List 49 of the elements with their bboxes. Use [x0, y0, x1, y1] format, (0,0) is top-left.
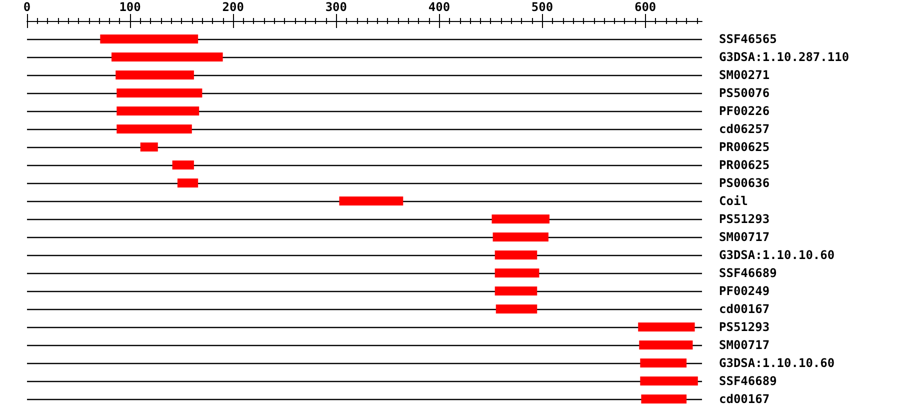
y-tick-label: PS51293	[719, 320, 770, 334]
y-tick-label: cd00167	[719, 392, 770, 406]
y-tick-label: SM00717	[719, 338, 770, 352]
bar	[116, 106, 200, 116]
bar	[494, 286, 538, 296]
x-tick-label: 500	[531, 0, 554, 14]
bar	[116, 70, 194, 80]
y-tick-label: cd06257	[719, 122, 770, 136]
y-tick-label: SM00717	[719, 230, 770, 244]
y-tick-label: G3DSA:1.10.287.110	[719, 50, 850, 64]
bar	[494, 268, 540, 278]
bar	[640, 376, 698, 386]
y-tick-label: cd00167	[719, 302, 770, 316]
y-tick-label: PS00636	[719, 176, 770, 190]
bar	[494, 250, 538, 260]
y-tick-label: PS51293	[719, 212, 770, 226]
y-tick-label: PF00249	[719, 284, 770, 298]
bar	[116, 88, 202, 98]
bar	[496, 304, 538, 314]
bar	[112, 52, 223, 62]
y-tick-label: SM00271	[719, 68, 770, 82]
x-tick-label: 100	[119, 0, 141, 14]
bar	[339, 196, 404, 206]
bar	[492, 214, 550, 224]
bar	[172, 160, 194, 170]
y-tick-label: SSF46689	[719, 266, 777, 280]
bar	[140, 142, 158, 152]
bar	[639, 340, 693, 350]
x-tick-label: 200	[222, 0, 244, 14]
y-tick-label: PR00625	[719, 158, 770, 172]
x-tick-label: 400	[428, 0, 450, 14]
y-tick-label: PR00625	[719, 140, 770, 154]
y-tick-label: G3DSA:1.10.10.60	[719, 248, 835, 262]
y-tick-label: PF00226	[719, 104, 770, 118]
y-tick-label: G3DSA:1.10.10.60	[719, 356, 835, 370]
bar	[492, 232, 548, 242]
bar	[116, 124, 192, 134]
x-tick-label: 600	[634, 0, 656, 14]
y-tick-label: Coil	[719, 194, 748, 208]
bar	[100, 34, 198, 44]
bar	[641, 394, 687, 404]
x-tick-label: 0	[23, 0, 31, 14]
y-tick-label: SSF46689	[719, 374, 777, 388]
y-tick-label: SSF46565	[719, 32, 777, 46]
bar	[177, 178, 198, 188]
x-tick-label: 300	[325, 0, 348, 14]
bar	[640, 358, 687, 368]
y-tick-label: PS50076	[719, 86, 770, 100]
bar	[638, 322, 695, 332]
